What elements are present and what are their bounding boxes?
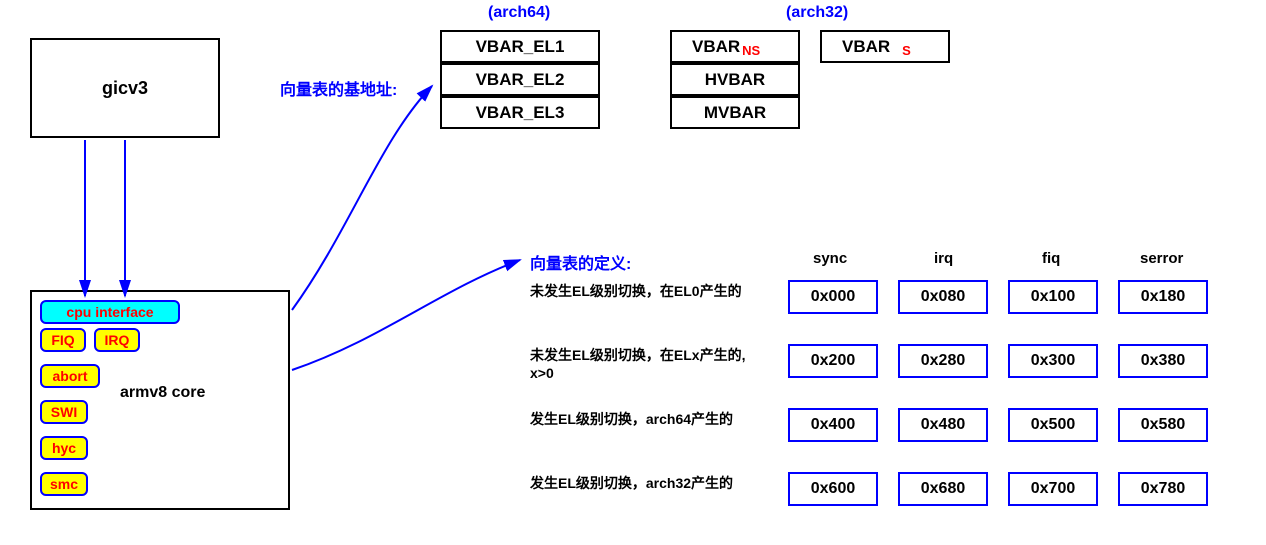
fiq-tag: FIQ [40, 328, 86, 352]
abort-tag: abort [40, 364, 100, 388]
row3-label: 发生EL级别切换，arch64产生的 [530, 410, 750, 428]
cell-r3c4: 0x580 [1118, 408, 1208, 442]
cell-r4c3: 0x700 [1008, 472, 1098, 506]
arch64-label: (arch64) [488, 4, 550, 22]
armv8-core-label: armv8 core [120, 384, 205, 402]
cell-r2c3: 0x300 [1008, 344, 1098, 378]
vbar-ns-prefix: VBAR [692, 37, 740, 57]
cell-r4c2: 0x680 [898, 472, 988, 506]
irq-tag: IRQ [94, 328, 140, 352]
header-serror: serror [1140, 250, 1183, 267]
hvbar-box: HVBAR [670, 63, 800, 96]
vbar-ns-suffix: NS [742, 43, 760, 58]
vbar-el3-box: VBAR_EL3 [440, 96, 600, 129]
hyc-tag: hyc [40, 436, 88, 460]
vbar-el2-box: VBAR_EL2 [440, 63, 600, 96]
vbar-s-prefix: VBAR [842, 37, 890, 57]
cell-r1c4: 0x180 [1118, 280, 1208, 314]
vector-def-label: 向量表的定义: [530, 250, 631, 274]
cell-r4c4: 0x780 [1118, 472, 1208, 506]
vbar-s-suffix: S [902, 43, 911, 58]
arrow-core-to-vectordef [292, 260, 520, 370]
cell-r2c4: 0x380 [1118, 344, 1208, 378]
swi-tag: SWI [40, 400, 88, 424]
cell-r1c2: 0x080 [898, 280, 988, 314]
vbar-el1-box: VBAR_EL1 [440, 30, 600, 63]
mvbar-box: MVBAR [670, 96, 800, 129]
cell-r4c1: 0x600 [788, 472, 878, 506]
cell-r3c1: 0x400 [788, 408, 878, 442]
cell-r1c1: 0x000 [788, 280, 878, 314]
cell-r2c2: 0x280 [898, 344, 988, 378]
header-sync: sync [813, 250, 847, 267]
row4-label: 发生EL级别切换，arch32产生的 [530, 474, 750, 492]
cell-r2c1: 0x200 [788, 344, 878, 378]
row1-label: 未发生EL级别切换，在EL0产生的 [530, 282, 750, 300]
cell-r3c3: 0x500 [1008, 408, 1098, 442]
arch32-label: (arch32) [786, 4, 848, 22]
cell-r1c3: 0x100 [1008, 280, 1098, 314]
smc-tag: smc [40, 472, 88, 496]
vbar-s-box: VBAR S [820, 30, 950, 63]
header-irq: irq [934, 250, 953, 267]
arrow-core-to-baseaddr [292, 86, 432, 310]
gicv3-label: gicv3 [102, 78, 148, 99]
vbar-ns-box: VBAR NS [670, 30, 800, 63]
cpu-interface-tag: cpu interface [40, 300, 180, 324]
cell-r3c2: 0x480 [898, 408, 988, 442]
base-addr-label: 向量表的基地址: [280, 76, 397, 100]
gicv3-box: gicv3 [30, 38, 220, 138]
row2-label: 未发生EL级别切换，在ELx产生的, x>0 [530, 346, 750, 382]
header-fiq: fiq [1042, 250, 1060, 267]
